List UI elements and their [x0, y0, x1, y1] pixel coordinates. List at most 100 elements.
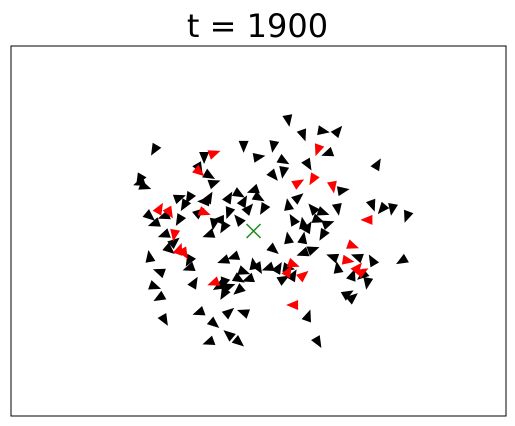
agent-marker: [151, 142, 162, 156]
agent-marker: [187, 276, 198, 290]
agent-marker: [220, 220, 231, 234]
agent-marker: [202, 168, 216, 179]
highlighted-agent-marker: [291, 179, 305, 190]
agent-marker: [286, 269, 297, 283]
agent-marker: [199, 152, 210, 164]
agent-marker: [148, 280, 162, 290]
agent-marker: [396, 253, 409, 265]
agent-marker: [260, 201, 271, 215]
highlighted-agent-marker: [170, 228, 181, 242]
agent-marker: [157, 228, 171, 238]
agent-marker: [266, 242, 279, 254]
agent-marker: [167, 237, 180, 250]
agent-marker: [251, 190, 265, 202]
agent-marker: [333, 261, 344, 274]
agent-marker: [147, 217, 161, 227]
agent-marker: [321, 146, 335, 157]
agent-marker: [221, 191, 233, 205]
agent-marker: [271, 261, 282, 275]
agent-marker: [370, 158, 381, 172]
agent-marker: [266, 168, 278, 181]
agent-marker: [202, 335, 216, 345]
agent-marker: [242, 272, 256, 283]
agent-marker: [261, 261, 275, 271]
agent-marker: [345, 293, 358, 305]
agent-marker: [153, 290, 167, 302]
agent-marker: [238, 140, 249, 153]
agent-marker: [321, 220, 335, 231]
center-cross-stroke-b: [246, 223, 262, 239]
highlighted-agent-marker: [286, 257, 300, 268]
agent-marker: [136, 172, 147, 186]
agent-marker: [346, 268, 356, 282]
highlighted-agent-marker: [281, 265, 292, 279]
agent-marker: [276, 153, 290, 165]
agent-marker: [308, 203, 320, 216]
agent-marker: [172, 194, 186, 205]
agent-marker: [331, 203, 342, 216]
agent-marker: [157, 312, 168, 326]
agent-marker: [326, 253, 340, 264]
agent-marker: [185, 190, 197, 204]
agent-marker: [231, 187, 245, 198]
agent-marker: [237, 265, 251, 275]
highlighted-agent-marker: [286, 300, 299, 310]
agent-marker: [145, 250, 156, 263]
agent-marker: [297, 231, 308, 245]
agent-marker: [222, 283, 236, 293]
agent-marker: [192, 305, 206, 316]
agent-marker: [237, 309, 251, 319]
highlighted-agent-marker: [162, 205, 173, 219]
agent-marker: [296, 246, 310, 257]
agent-marker: [316, 206, 330, 216]
agent-marker: [276, 275, 290, 286]
agent-marker: [221, 307, 235, 320]
highlighted-agent-marker: [309, 172, 320, 186]
agent-marker: [211, 214, 224, 225]
agent-marker: [180, 198, 192, 212]
agent-marker: [368, 254, 380, 268]
highlighted-agent-marker: [207, 150, 221, 160]
agent-marker: [301, 157, 312, 171]
agent-marker: [202, 228, 216, 238]
highlighted-agent-marker: [192, 164, 205, 177]
highlighted-agent-marker: [177, 246, 188, 260]
agent-marker: [284, 231, 294, 245]
agent-marker: [284, 198, 294, 211]
chart-title: t = 1900: [187, 7, 328, 45]
agent-marker: [220, 287, 231, 300]
highlighted-agent-marker: [197, 206, 211, 216]
agent-marker: [249, 257, 260, 271]
agent-marker: [311, 213, 325, 223]
agent-marker: [319, 227, 330, 241]
agent-marker: [241, 203, 254, 216]
agent-marker: [279, 166, 290, 179]
agent-marker: [340, 290, 354, 301]
agent-marker: [291, 193, 304, 205]
agent-marker: [377, 201, 390, 215]
agent-marker: [252, 152, 266, 163]
agent-marker: [301, 221, 312, 235]
agent-marker: [289, 213, 300, 227]
agent-marker: [231, 272, 245, 283]
agent-marker: [306, 246, 320, 256]
agent-marker: [162, 242, 175, 254]
highlighted-agent-marker: [314, 143, 325, 157]
agent-marker: [301, 309, 311, 323]
agent-marker: [217, 254, 231, 264]
center-cross-marker: [246, 223, 262, 239]
agent-marker: [223, 330, 236, 342]
agent-marker: [269, 140, 280, 153]
agent-marker: [233, 283, 246, 295]
highlighted-agent-marker: [360, 214, 373, 225]
highlighted-agent-marker: [296, 270, 309, 283]
agent-marker: [317, 125, 330, 136]
agent-marker: [142, 209, 155, 221]
agent-marker: [404, 209, 414, 223]
agent-marker: [185, 253, 197, 267]
agent-marker: [311, 335, 322, 349]
highlighted-agent-marker: [152, 202, 163, 216]
agent-marker: [330, 125, 343, 139]
highlighted-agent-marker: [327, 180, 337, 194]
